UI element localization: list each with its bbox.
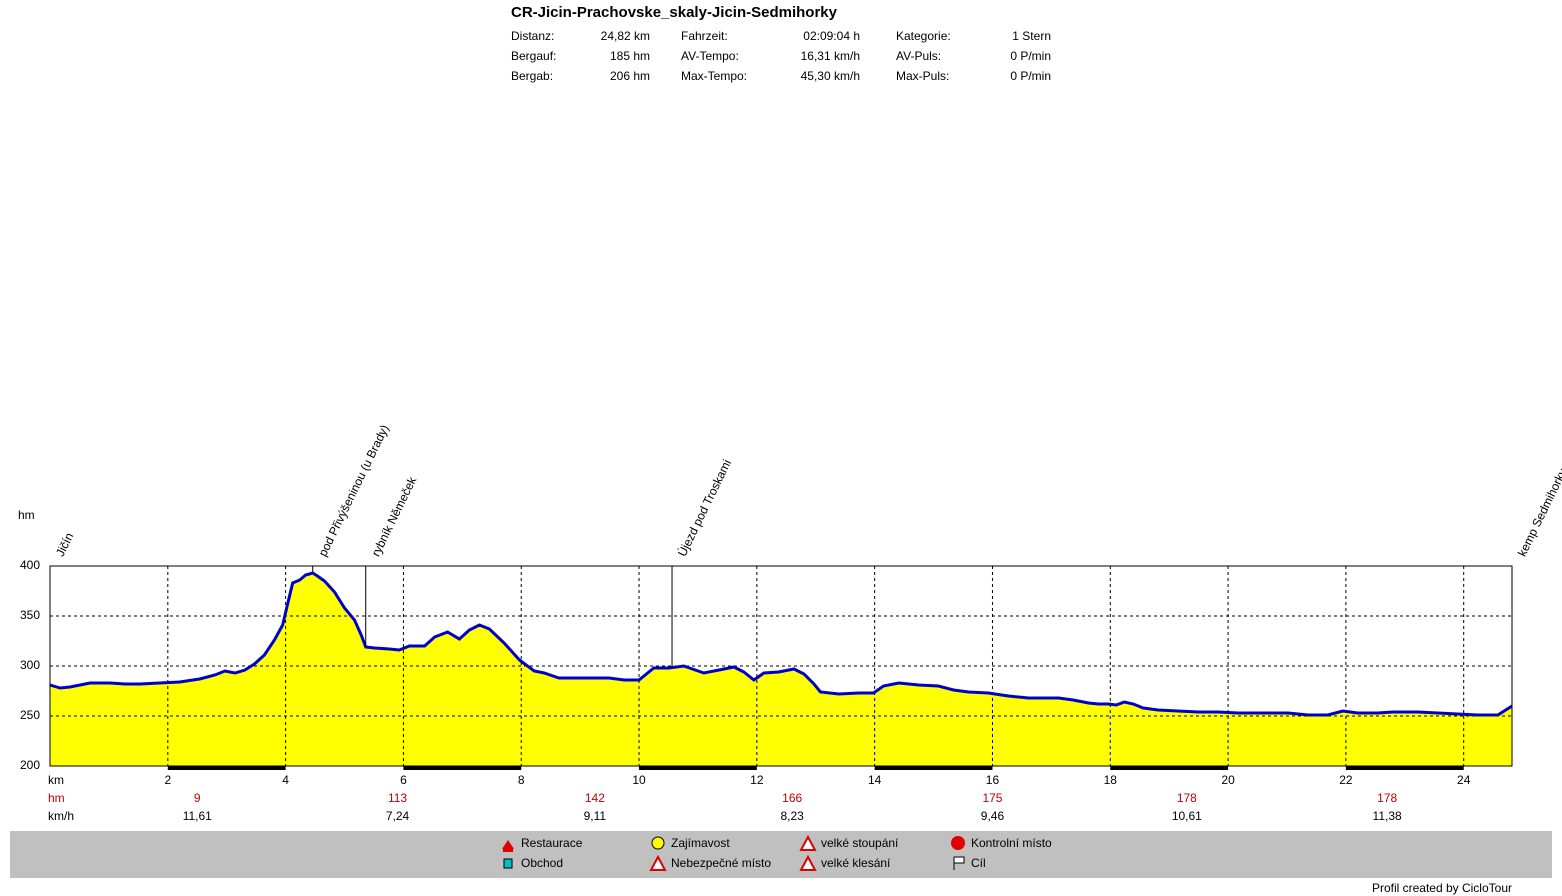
segment-hm: 166 — [782, 791, 802, 805]
stat: 16,31 km/h — [801, 49, 860, 63]
row-label: hm — [48, 791, 65, 805]
segment-hm: 113 — [388, 791, 407, 805]
legend-label: velké klesání — [821, 856, 891, 870]
stat: Kategorie: — [896, 29, 951, 43]
x-tick-label: 10 — [632, 773, 646, 787]
stat: 0 P/min — [1010, 49, 1051, 63]
x-tick-label: 18 — [1104, 773, 1118, 787]
waypoint-label: Jičín — [53, 530, 76, 558]
stat: AV-Puls: — [896, 49, 941, 63]
y-tick-label: 200 — [20, 758, 40, 772]
stat: 185 hm — [610, 49, 650, 63]
x-tick-label: 12 — [750, 773, 764, 787]
waypoint-label: kemp Sedmihorky — [1515, 466, 1562, 558]
stat: 0 P/min — [1010, 69, 1051, 83]
segment-hm: 178 — [1177, 791, 1197, 805]
profile-line — [49, 571, 1513, 717]
stat: Max-Tempo: — [681, 69, 747, 83]
stat: Distanz: — [511, 29, 554, 43]
stat: AV-Tempo: — [681, 49, 739, 63]
title: CR-Jicin-Prachovske_skaly-Jicin-Sedmihor… — [511, 4, 838, 21]
stat: 1 Stern — [1012, 29, 1051, 43]
axis-band — [403, 766, 522, 770]
stat: Bergab: — [511, 69, 553, 83]
segment-kmh: 9,46 — [981, 809, 1005, 823]
segment-hm: 142 — [585, 791, 605, 805]
stat: Max-Puls: — [896, 69, 949, 83]
segment-kmh: 8,23 — [781, 809, 805, 823]
area — [50, 573, 1512, 766]
legend-label: Restaurace — [521, 836, 583, 850]
footer: Profil created by CicloTour — [1372, 881, 1512, 895]
segment-hm: 175 — [982, 791, 1002, 805]
legend-label: Obchod — [521, 856, 563, 870]
x-tick-label: 2 — [164, 773, 171, 787]
segment-hm: 9 — [194, 791, 201, 805]
x-tick-label: 4 — [282, 773, 289, 787]
y-axis-label: hm — [18, 508, 35, 522]
x-tick-label: 24 — [1457, 773, 1471, 787]
legend-band — [10, 831, 1552, 878]
segment-kmh: 9,11 — [584, 809, 607, 823]
legend-label: velké stoupání — [821, 836, 899, 850]
legend-label: Kontrolní místo — [971, 836, 1052, 850]
segment-hm: 178 — [1377, 791, 1397, 805]
x-tick-label: 14 — [868, 773, 882, 787]
axis-band — [874, 766, 993, 770]
axis-band — [167, 766, 286, 770]
x-tick-label: 16 — [986, 773, 1000, 787]
segment-kmh: 11,61 — [183, 809, 212, 823]
stat: 45,30 km/h — [801, 69, 860, 83]
stat: Fahrzeit: — [681, 29, 728, 43]
segment-kmh: 11,38 — [1373, 809, 1402, 823]
segment-kmh: 10,61 — [1172, 809, 1202, 823]
axis-band — [639, 766, 757, 770]
y-tick-label: 400 — [20, 558, 40, 572]
x-tick-label: 8 — [518, 773, 525, 787]
waypoint-label: rybník Němeček — [369, 474, 420, 559]
stat: 24,82 km — [601, 29, 650, 43]
x-tick-label: 20 — [1221, 773, 1235, 787]
x-tick-label: 22 — [1339, 773, 1353, 787]
legend-label: Cíl — [971, 856, 986, 870]
stat: 02:09:04 h — [803, 29, 860, 43]
stat: Bergauf: — [511, 49, 556, 63]
x-tick-label: 6 — [400, 773, 407, 787]
axis-band — [1110, 766, 1229, 770]
y-tick-label: 350 — [20, 608, 40, 622]
legend-label: Zajímavost — [671, 836, 730, 850]
segment-kmh: 7,24 — [386, 809, 410, 823]
legend-icons — [502, 834, 965, 871]
waypoint-label: Újezd pod Troskami — [674, 457, 734, 559]
stat: 206 hm — [610, 69, 650, 83]
y-tick-label: 300 — [20, 658, 40, 672]
x-axis-label: km — [48, 773, 64, 787]
legend-label: Nebezpečné místo — [671, 856, 771, 870]
y-tick-label: 250 — [20, 708, 40, 722]
row-label: km/h — [48, 809, 74, 823]
axis-band — [1345, 766, 1464, 770]
